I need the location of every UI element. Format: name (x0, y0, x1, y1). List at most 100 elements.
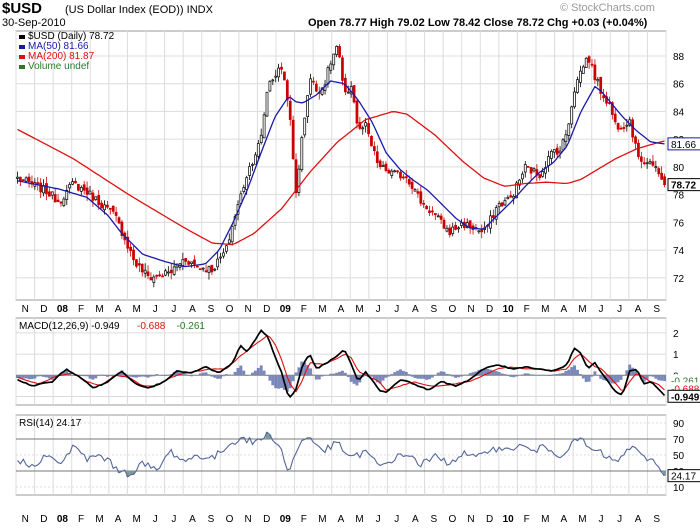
macd-histogram-bar (338, 371, 341, 376)
macd-histogram-bar (381, 375, 385, 381)
candle-body (396, 170, 399, 173)
macd-histogram-bar (584, 375, 588, 382)
candle-body (509, 195, 513, 198)
macd-histogram-bar (599, 375, 603, 379)
candle-body (494, 207, 498, 220)
rsi-month-label: N (467, 514, 474, 525)
rsi-month-label: D (263, 514, 270, 525)
candle-body (570, 106, 574, 125)
macd-ytick-label: 2 (673, 329, 679, 340)
macd-histogram-bar (425, 375, 429, 380)
candle-body (460, 222, 463, 226)
candle-body (407, 179, 411, 185)
price-month-label: S (653, 304, 660, 315)
macd-histogram-bar (436, 372, 440, 376)
price-ytick-label: 78 (673, 191, 685, 202)
macd-histogram-bar (309, 368, 312, 376)
macd-last-tag-box (667, 389, 700, 403)
candle-body (529, 167, 533, 174)
rsi-month-label: J (171, 514, 176, 525)
macd-histogram-bar (515, 375, 519, 377)
rsi-month-label: M (95, 514, 103, 525)
macd-histogram-bar (459, 375, 463, 377)
security-name: (US Dollar Index (EOD)) (65, 4, 184, 16)
candle-body (297, 168, 301, 193)
price-month-label: N (467, 304, 474, 315)
candle-body (45, 183, 48, 195)
candle-body (94, 196, 98, 200)
macd-legend-label: -0.261 (177, 321, 206, 332)
rsi-ytick-label: 90 (673, 419, 685, 430)
candle-body (355, 100, 359, 124)
candle-body (596, 79, 600, 82)
candle-body (619, 127, 623, 130)
price-ytick-label: 74 (673, 246, 685, 257)
candle-body (129, 246, 132, 252)
macd-histogram-bar (526, 373, 530, 376)
macd-legend-label: -0.688 (137, 321, 166, 332)
candle-body (225, 245, 228, 252)
candle-body (117, 217, 121, 224)
candle-body (584, 57, 588, 69)
candle-body (579, 70, 582, 83)
price-month-label: D (40, 304, 47, 315)
macd-histogram-bar (454, 375, 458, 378)
macd-histogram-bar (45, 375, 48, 378)
macd-histogram-bar (33, 375, 37, 379)
macd-histogram-bar (497, 372, 501, 376)
macd-histogram-bar (16, 375, 19, 378)
candle-body (48, 191, 51, 197)
candle-body (428, 210, 431, 213)
macd-histogram-bar (219, 375, 223, 379)
candle-body (425, 205, 428, 210)
candle-body (561, 139, 565, 151)
candle-body (541, 171, 545, 177)
candle-body (82, 184, 86, 191)
candle-body (451, 226, 455, 234)
candle-body (193, 259, 196, 265)
macd-histogram-bar (242, 370, 246, 376)
candle-body (532, 168, 536, 172)
macd-histogram-bar (268, 375, 272, 381)
macd-histogram-bar (486, 368, 489, 376)
price-ytick-label: 86 (673, 80, 685, 91)
rsi-month-label: S (208, 514, 215, 525)
macd-histogram-bar (346, 375, 350, 378)
price-frame (15, 30, 667, 301)
price-month-label: F (78, 304, 84, 315)
candle-body (294, 159, 298, 194)
candle-body (300, 137, 304, 171)
rsi-month-label: M (541, 514, 549, 525)
price-month-label: F (524, 304, 530, 315)
macd-histogram-bar (523, 373, 527, 376)
candle-body (651, 161, 655, 166)
candle-body (306, 95, 309, 117)
candle-body (587, 56, 591, 63)
candle-body (210, 264, 214, 273)
macd-histogram-bar (387, 375, 391, 377)
candle-body (477, 230, 481, 233)
macd-histogram-bar (239, 365, 243, 376)
candle-body (268, 80, 272, 92)
macd-histogram-bar (303, 362, 307, 376)
macd-histogram-bar (280, 375, 283, 389)
macd-histogram-bar (198, 373, 202, 376)
price-month-label: A (412, 304, 419, 315)
price-month-label: M (95, 304, 103, 315)
macd-histogram-bar (445, 373, 449, 376)
macd-histogram-bar (297, 367, 301, 376)
price-ytick-label: 72 (673, 274, 685, 285)
candle-body (373, 146, 376, 152)
candle-body (283, 71, 286, 81)
candle-body (346, 91, 350, 94)
candle-body (59, 201, 63, 204)
candle-body (265, 91, 269, 117)
rsi-month-label: M (318, 514, 326, 525)
candle-body (201, 267, 205, 270)
rsi-month-label: A (189, 514, 196, 525)
candle-body (314, 83, 318, 92)
candle-body (410, 181, 414, 189)
macd-histogram-bar (663, 375, 666, 382)
candle-body (216, 258, 220, 268)
candle-body (184, 258, 188, 262)
